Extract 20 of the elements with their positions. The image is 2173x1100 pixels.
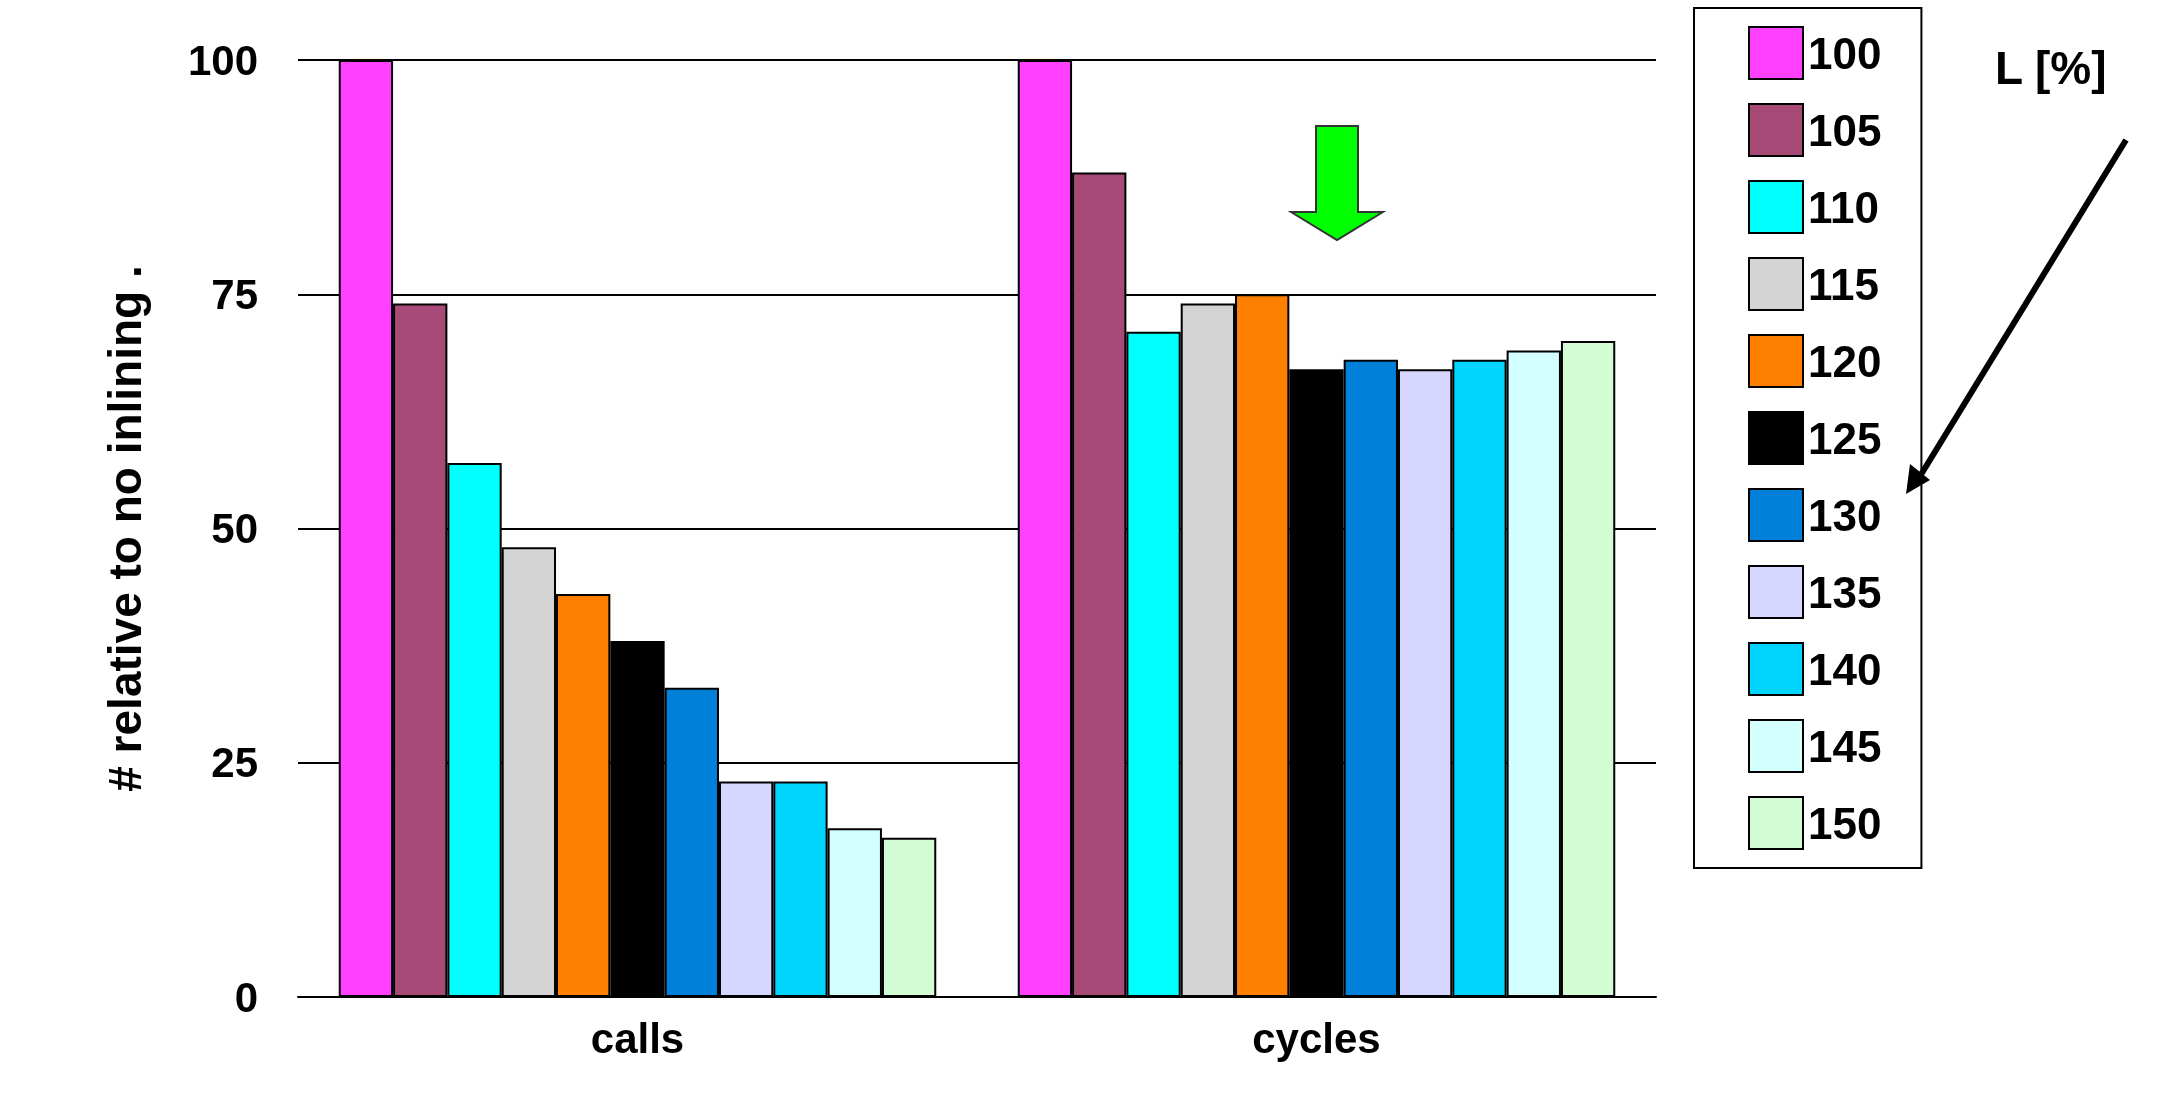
legend-label: 115 [1808, 259, 1879, 309]
x-tick-label: calls [590, 1014, 685, 1062]
legend-label: 135 [1808, 567, 1882, 617]
y-tick-label: 50 [211, 505, 258, 552]
y-tick-label: 0 [234, 973, 258, 1021]
y-axis-title: # relative to no inlining . [99, 265, 151, 792]
legend-label: 145 [1808, 721, 1882, 771]
legend-label: 120 [1808, 336, 1882, 386]
y-tick-label: 100 [187, 36, 258, 84]
legend-title: L [%] [1995, 42, 2107, 94]
x-tick-label: cycles [1252, 1014, 1381, 1062]
legend-label: 130 [1808, 490, 1882, 540]
legend-label: 150 [1808, 798, 1882, 848]
legend-label: 125 [1808, 413, 1882, 463]
y-tick-label: 25 [211, 739, 258, 787]
y-tick-label: 75 [211, 270, 258, 318]
legend-label: 105 [1808, 105, 1882, 155]
legend-label: 110 [1808, 182, 1879, 232]
legend-label: 140 [1808, 644, 1882, 694]
legend-label: 100 [1808, 28, 1882, 78]
